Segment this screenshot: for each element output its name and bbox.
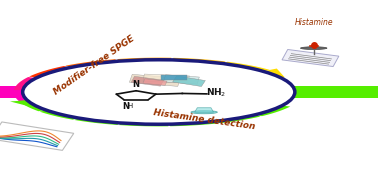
Polygon shape	[65, 59, 121, 69]
Ellipse shape	[23, 60, 295, 124]
Polygon shape	[39, 109, 84, 120]
Polygon shape	[131, 76, 164, 86]
Polygon shape	[14, 91, 39, 104]
Polygon shape	[212, 114, 260, 123]
Polygon shape	[249, 68, 285, 77]
Polygon shape	[10, 99, 45, 108]
Polygon shape	[169, 119, 218, 126]
Polygon shape	[143, 74, 189, 83]
Text: Modifier-free SPGE: Modifier-free SPGE	[53, 34, 136, 96]
Polygon shape	[172, 58, 226, 65]
Ellipse shape	[191, 111, 217, 114]
Text: N: N	[122, 102, 130, 111]
Polygon shape	[29, 66, 76, 79]
Text: Histamine detection: Histamine detection	[153, 108, 256, 131]
Polygon shape	[249, 105, 290, 116]
Polygon shape	[117, 58, 171, 63]
Polygon shape	[129, 74, 181, 86]
Polygon shape	[0, 122, 74, 150]
Polygon shape	[282, 49, 339, 67]
Ellipse shape	[301, 47, 327, 49]
Polygon shape	[164, 75, 199, 84]
Text: NH$_2$: NH$_2$	[206, 87, 226, 99]
Polygon shape	[173, 76, 205, 86]
Polygon shape	[195, 108, 214, 112]
Polygon shape	[143, 79, 167, 86]
Text: N: N	[133, 80, 139, 89]
Text: H: H	[127, 103, 133, 109]
Polygon shape	[219, 62, 270, 73]
Polygon shape	[14, 77, 44, 90]
Bar	[291, 86, 378, 98]
Polygon shape	[74, 116, 122, 125]
Bar	[0, 86, 26, 98]
Polygon shape	[161, 75, 187, 80]
Polygon shape	[119, 121, 168, 126]
Text: Histamine: Histamine	[294, 18, 333, 26]
Polygon shape	[19, 100, 53, 111]
